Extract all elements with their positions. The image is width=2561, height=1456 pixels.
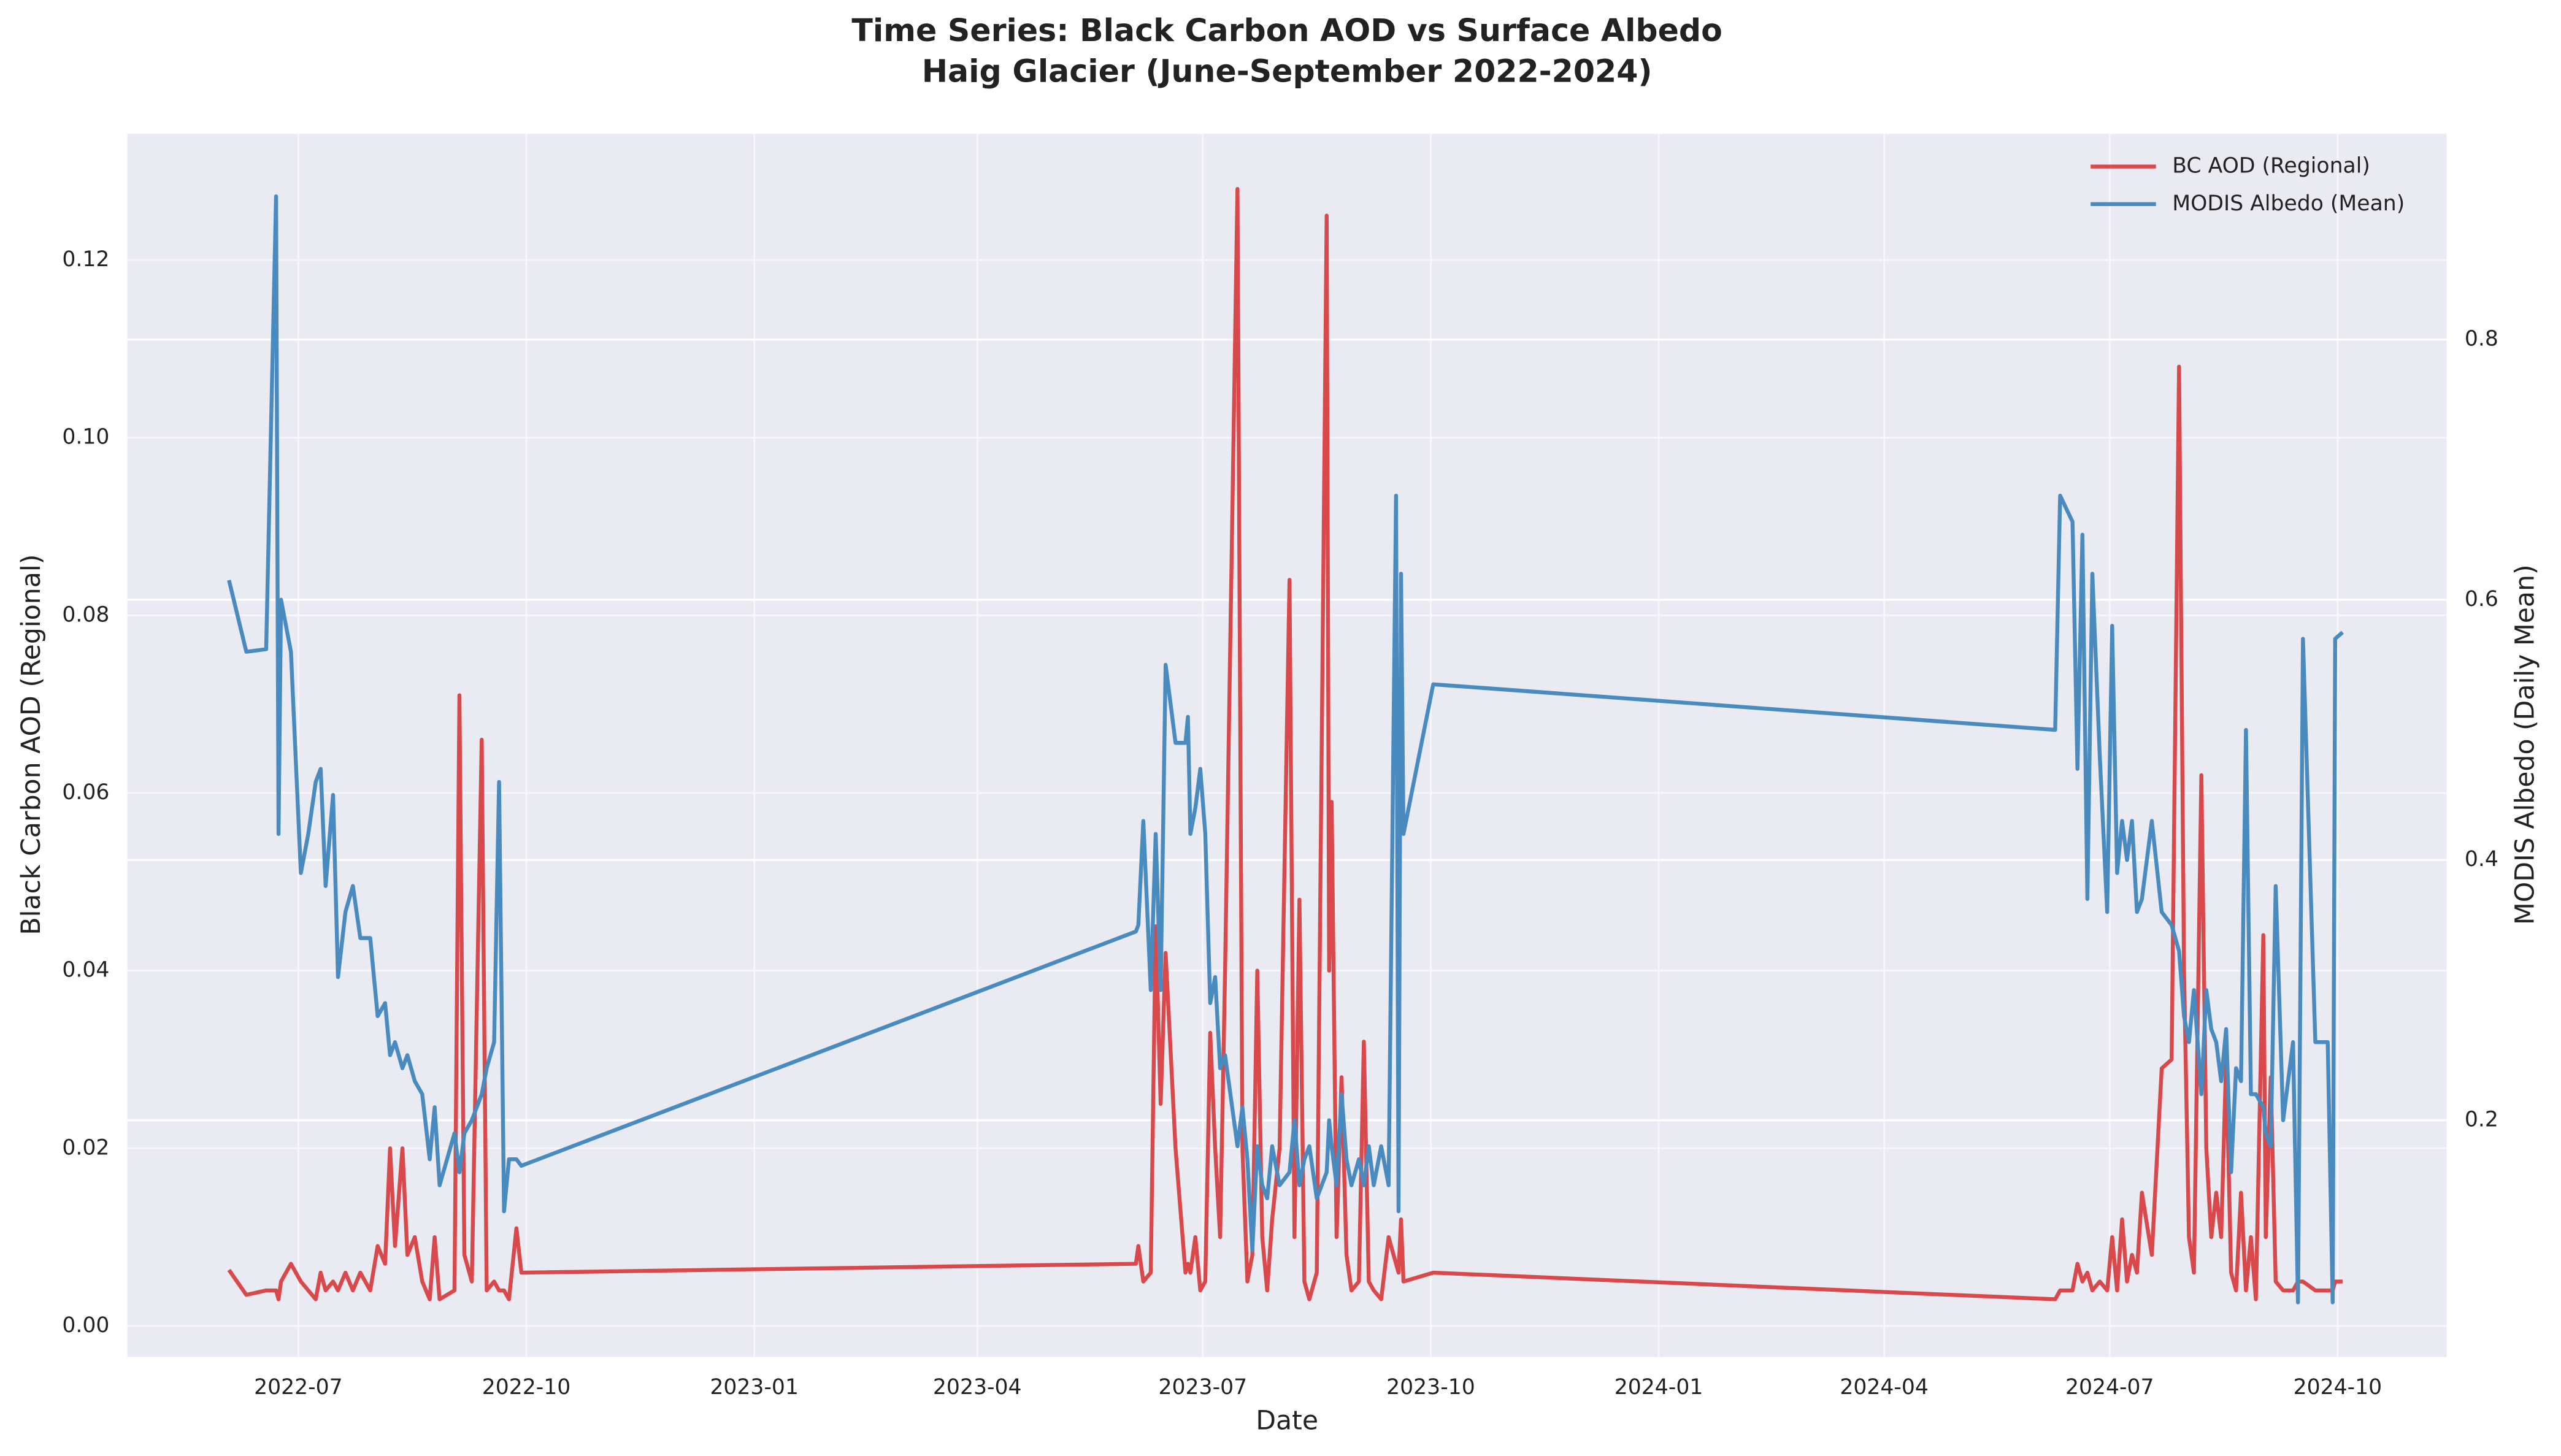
y-tick-label: 0.04 (62, 958, 109, 983)
y2-tick-label: 0.8 (2465, 327, 2498, 351)
legend-label: BC AOD (Regional) (2172, 154, 2370, 178)
y2-axis-label: MODIS Albedo (Daily Mean) (2510, 564, 2541, 925)
y2-tick-label: 0.6 (2465, 587, 2498, 611)
x-tick-label: 2024-10 (2294, 1375, 2382, 1400)
y-tick-label: 0.08 (62, 602, 109, 627)
y-tick-label: 0.06 (62, 780, 109, 805)
x-tick-label: 2024-07 (2065, 1375, 2154, 1400)
x-tick-label: 2022-10 (482, 1375, 571, 1400)
ticks: 2022-07 2022-10 2023-01 2023-04 2023-07 2023-… (62, 247, 2498, 1400)
x-tick-label: 2023-01 (710, 1375, 799, 1400)
y2-tick-label: 0.4 (2465, 847, 2498, 872)
x-tick-label: 2023-07 (1159, 1375, 1248, 1400)
legend: BC AOD (Regional) MODIS Albedo (Mean) (2091, 154, 2405, 216)
x-tick-label: 2023-10 (1386, 1375, 1475, 1400)
y-tick-label: 0.02 (62, 1135, 109, 1160)
y-tick-label: 0.10 (62, 425, 109, 450)
y-tick-label: 0.12 (62, 247, 109, 272)
y-tick-label: 0.00 (62, 1313, 109, 1338)
x-tick-label: 2024-04 (1840, 1375, 1929, 1400)
y2-tick-label: 0.2 (2465, 1108, 2498, 1132)
y-axis-label: Black Carbon AOD (Regional) (16, 554, 47, 935)
x-tick-label: 2022-07 (254, 1375, 343, 1400)
series-line (227, 194, 2344, 1305)
legend-label: MODIS Albedo (Mean) (2172, 191, 2405, 216)
chart-subtitle: Haig Glacier (June-September 2022-2024) (922, 53, 1653, 89)
x-axis-label: Date (1256, 1406, 1318, 1436)
x-tick-label: 2023-04 (933, 1375, 1022, 1400)
chart-title: Time Series: Black Carbon AOD vs Surface… (851, 12, 1722, 48)
lines (227, 186, 2344, 1305)
x-tick-label: 2024-01 (1615, 1375, 1703, 1400)
series-line (227, 186, 2343, 1301)
